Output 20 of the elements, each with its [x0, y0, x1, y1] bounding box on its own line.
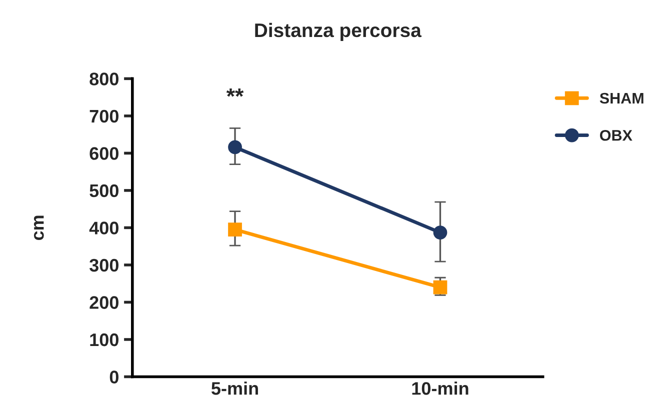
x-tick-label: 5-min — [211, 382, 258, 395]
y-tick-label: 600 — [90, 147, 118, 160]
x-tick-label: 10-min — [412, 382, 468, 395]
y-tick-label: 300 — [90, 258, 118, 272]
point — [228, 222, 242, 237]
y-tick-label: 0 — [110, 370, 118, 384]
point — [433, 280, 448, 294]
y-axis-title: cm — [34, 216, 44, 240]
y-tick-label: 500 — [90, 184, 118, 198]
y-tick-label: 100 — [90, 333, 118, 346]
chart-title: Distanza percorsa — [255, 22, 422, 42]
y-tick-label: 400 — [89, 222, 118, 234]
y-tick-label: 800 — [90, 72, 118, 86]
legend-label: OBX — [600, 130, 632, 141]
point — [433, 226, 448, 240]
point — [228, 140, 242, 154]
y-tick-label: 700 — [90, 110, 118, 123]
y-tick-label: 200 — [90, 296, 118, 309]
annotation: ** — [226, 88, 244, 97]
legend-label: SHAM — [600, 92, 644, 104]
